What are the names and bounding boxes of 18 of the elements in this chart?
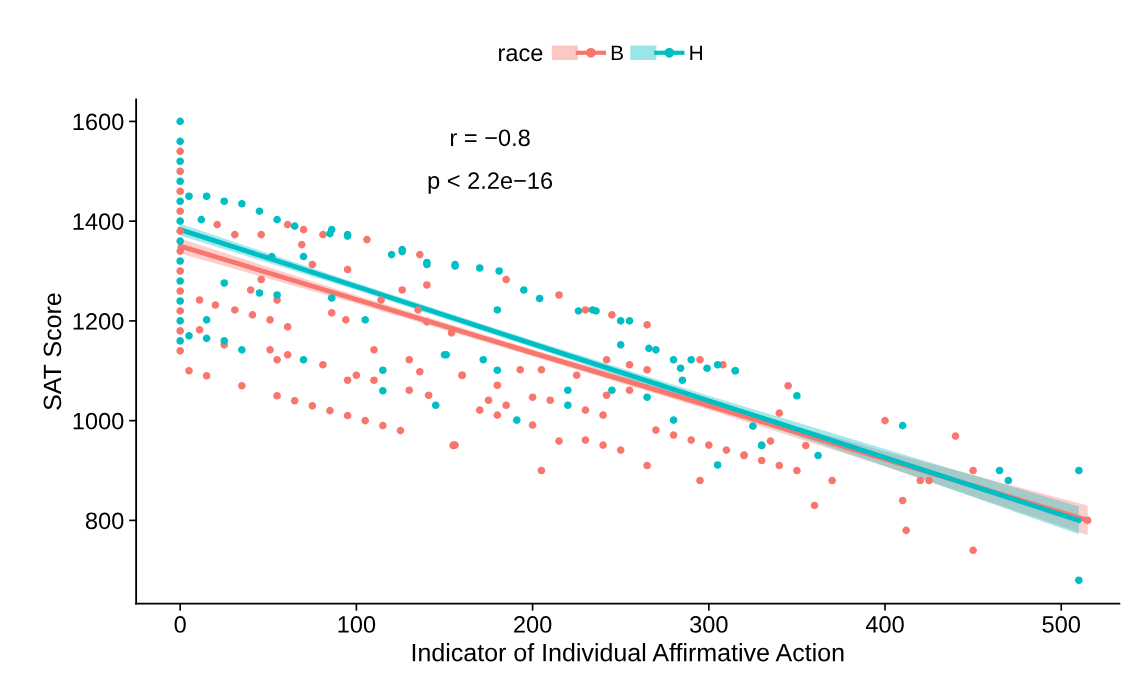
y-tick-label: 1000 [73,412,124,430]
x-tick-label: 200 [514,616,552,633]
x-tick-label: 400 [865,616,904,633]
legend-label: H [690,45,702,61]
x-axis-title: Indicator of Individual Affirmative Action [412,643,844,662]
y-tick-label: 1400 [73,213,124,230]
x-tick-label: 0 [174,616,186,633]
legend-label: B [611,45,623,61]
x-tick-label: 300 [690,616,728,633]
y-tick-label: 1600 [73,113,124,131]
legend-title: race [499,48,543,62]
annotation: p < 2.2e−16 [428,172,553,194]
y-tick-label: 800 [85,512,124,530]
x-tick-label: 500 [1042,616,1080,633]
y-tick-label: 1200 [73,312,124,330]
y-axis-title: SAT Score [43,293,62,410]
annotation: r = −0.8 [450,129,530,147]
x-tick-label: 100 [338,616,376,633]
